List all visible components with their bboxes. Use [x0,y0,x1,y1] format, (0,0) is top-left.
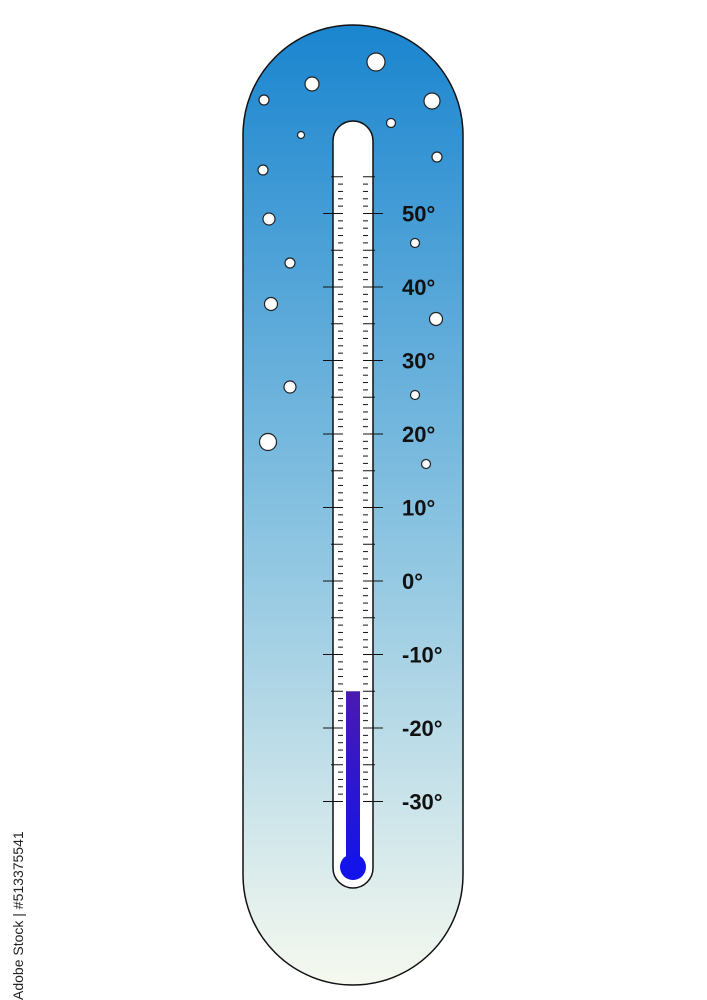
scale-label: -20° [402,716,443,741]
watermark-stock-id-text: Adobe Stock | #513375541 [10,831,26,1000]
scale-labels: 50° 40° 30° 20° 10° 0° -10° -20° -30° [402,202,443,815]
snow-dot [283,380,297,394]
snow-dot [257,164,269,176]
snow-dot [284,257,296,269]
snow-dot [385,117,397,129]
mercury-bulb [340,854,366,880]
scale-label: -30° [402,790,443,815]
snow-dot [409,237,421,249]
snow-dot [431,151,443,163]
watermark-stock-id: Adobe Stock | #513375541 [8,760,28,1000]
scale-label: 0° [402,569,423,594]
mercury-column [346,691,360,867]
snow-dot [420,458,432,470]
snow-dot [258,94,270,106]
snow-dot [423,92,441,110]
snow-dots [257,52,444,470]
snow-dot [296,130,306,140]
snow-dot [428,311,444,327]
scale-label: 50° [402,202,435,227]
scale-label: -10° [402,643,443,668]
scale-label: 10° [402,496,435,521]
snow-dot [263,296,279,312]
scale-ticks [323,176,383,802]
scale-label: 20° [402,422,435,447]
snow-dot [262,212,276,226]
snow-dot [366,52,386,72]
scale-label: 30° [402,349,435,374]
snow-dot [409,389,421,401]
snow-dot [304,76,320,92]
snow-dot [258,432,278,452]
scale-label: 40° [402,275,435,300]
thermometer-tube [332,120,374,889]
